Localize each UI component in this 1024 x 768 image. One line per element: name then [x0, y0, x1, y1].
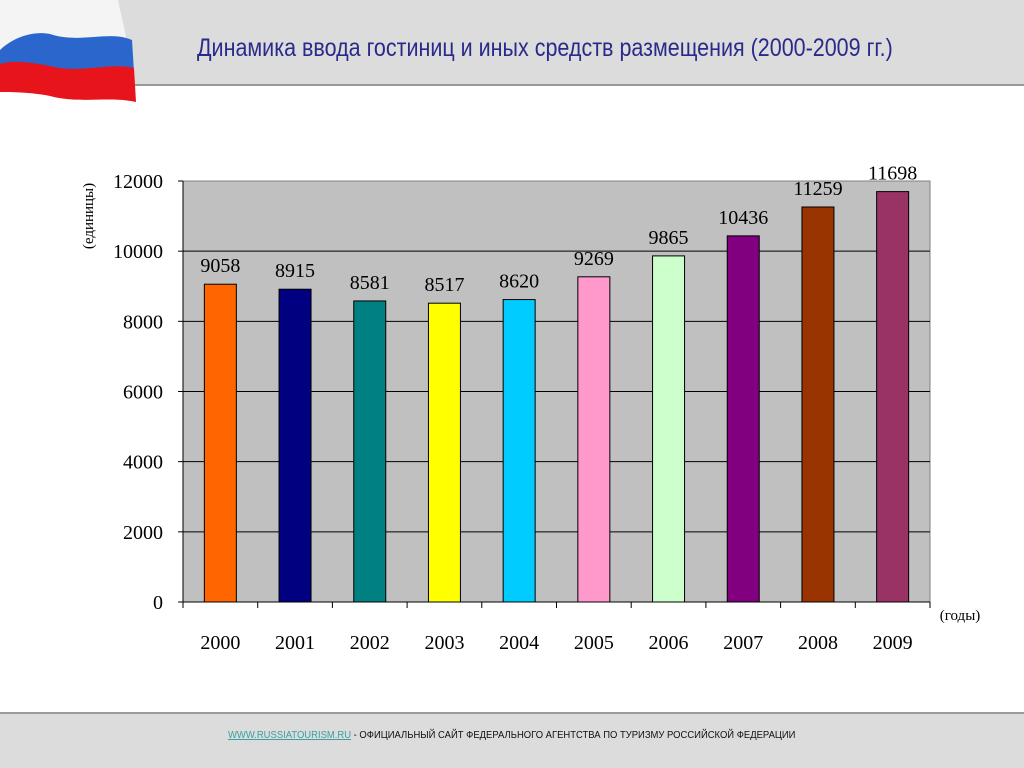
x-tick-label: 2006 — [649, 632, 689, 654]
footer-text: WWW.RUSSIATOURISM.RU - ОФИЦИАЛЬНЫЙ САЙТ … — [228, 729, 795, 741]
y-tick-label: 6000 — [123, 382, 163, 404]
y-tick-label: 4000 — [123, 452, 163, 474]
data-label-2002: 8581 — [350, 272, 390, 294]
x-tick-label: 2003 — [424, 632, 464, 654]
data-label-2007: 10436 — [718, 207, 768, 229]
x-axis-label: (годы) — [940, 608, 981, 624]
data-label-2005: 9269 — [574, 248, 614, 270]
page-title: Динамика ввода гостиниц и иных средств р… — [197, 34, 893, 62]
bar-2003 — [427, 302, 461, 603]
y-tick-label: 0 — [153, 592, 163, 614]
russian-flag-logo — [0, 0, 136, 102]
data-label-2008: 11259 — [793, 178, 842, 200]
y-tick-label: 12000 — [113, 171, 163, 193]
y-tick-label: 8000 — [123, 311, 163, 333]
y-tick-label: 10000 — [113, 241, 163, 263]
bar-2005 — [577, 276, 611, 603]
data-label-2001: 8915 — [275, 260, 315, 282]
bar-2007 — [726, 235, 760, 603]
x-tick-label: 2001 — [275, 632, 315, 654]
bar-2002 — [353, 300, 387, 603]
data-label-2006: 9865 — [649, 227, 689, 249]
bar-2001 — [278, 288, 312, 603]
footer-band: WWW.RUSSIATOURISM.RU - ОФИЦИАЛЬНЫЙ САЙТ … — [0, 712, 1024, 768]
bar-2000 — [203, 283, 237, 603]
data-label-2004: 8620 — [499, 271, 539, 293]
bar-2006 — [652, 255, 686, 603]
data-label-2003: 8517 — [424, 274, 464, 296]
x-tick-label: 2004 — [499, 632, 539, 654]
x-tick-label: 2002 — [350, 632, 390, 654]
footer-caption: - ОФИЦИАЛЬНЫЙ САЙТ ФЕДЕРАЛЬНОГО АГЕНТСТВ… — [351, 729, 796, 741]
header-band: Динамика ввода гостиниц и иных средств р… — [0, 0, 1024, 86]
bar-2008 — [801, 206, 835, 603]
y-tick-label: 2000 — [123, 522, 163, 544]
x-tick-label: 2000 — [200, 632, 240, 654]
russiatourism-link[interactable]: WWW.RUSSIATOURISM.RU — [228, 729, 352, 741]
data-label-2000: 9058 — [200, 255, 240, 277]
x-tick-label: 2009 — [873, 632, 913, 654]
y-axis-label: (единицы) — [81, 183, 97, 249]
bar-2009 — [876, 191, 910, 603]
x-tick-label: 2008 — [798, 632, 838, 654]
data-label-2009: 11698 — [868, 163, 917, 185]
x-tick-label: 2007 — [723, 632, 763, 654]
bar-2004 — [502, 299, 536, 603]
x-tick-label: 2005 — [574, 632, 614, 654]
